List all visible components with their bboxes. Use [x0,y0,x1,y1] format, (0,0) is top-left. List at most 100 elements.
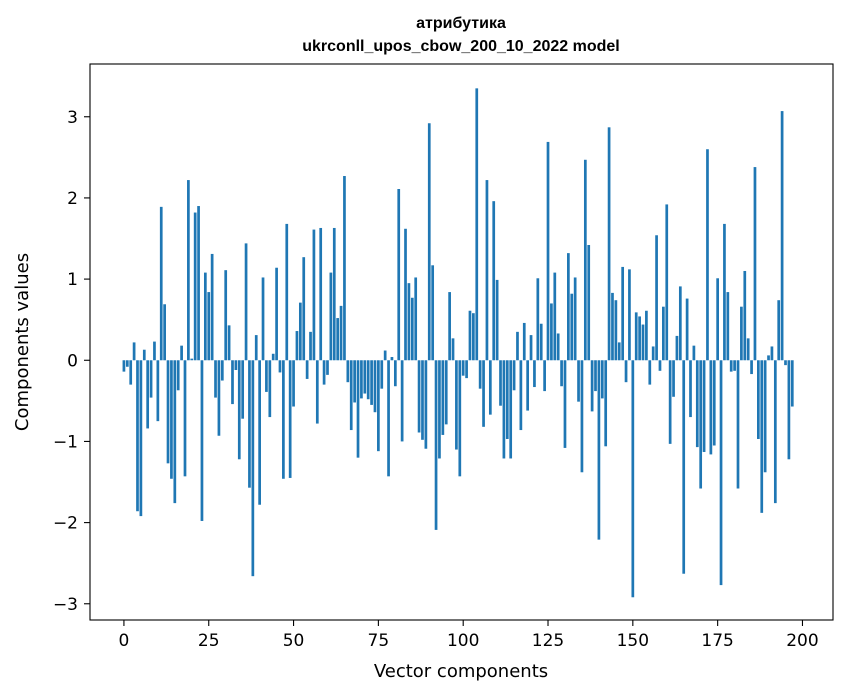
y-tick-label: −1 [53,432,78,452]
bar-26 [210,253,214,361]
bar-18 [183,360,187,477]
bar-86 [414,277,418,361]
bar-119 [526,360,530,411]
bar-126 [550,303,553,361]
bar-65 [343,176,346,361]
bar-19 [187,180,190,361]
bar-33 [234,360,238,370]
bar-37 [248,360,251,488]
bar-22 [197,206,200,361]
bar-58 [319,227,323,361]
bar-57 [315,360,319,424]
bar-161 [668,360,672,444]
bar-133 [573,277,577,361]
x-tick-label: 200 [786,631,818,651]
bar-150 [631,360,635,598]
bar-174 [712,360,716,446]
bar-90 [427,123,431,361]
bar-179 [729,360,733,372]
bar-101 [465,360,468,379]
bar-109 [492,201,496,361]
bar-84 [407,283,411,361]
bar-46 [278,360,282,373]
bar-158 [658,360,662,371]
bar-120 [529,335,533,361]
bar-31 [227,325,231,361]
bar-54 [305,360,309,379]
bar-181 [736,360,740,489]
y-tick-label: 2 [67,189,78,209]
bar-192 [773,360,777,504]
bar-62 [332,227,336,361]
bar-173 [709,360,713,455]
bar-130 [563,360,567,448]
bar-96 [448,292,451,361]
bar-134 [577,360,580,402]
bar-61 [329,272,333,361]
bar-145 [614,300,618,361]
bar-23 [200,360,204,521]
bar-143 [607,127,611,361]
y-tick-label: 0 [67,351,78,371]
bar-171 [702,360,706,452]
bar-29 [220,360,224,381]
bar-127 [553,272,557,361]
chart-title: атрибутика [416,15,506,32]
bar-162 [672,360,675,397]
bar-53 [302,257,306,361]
x-tick-label: 150 [617,631,649,651]
bar-3 [132,342,136,361]
bar-106 [482,360,485,427]
bar-69 [356,360,360,458]
bar-39 [254,335,258,361]
y-tick-label: −2 [53,514,78,534]
bar-7 [146,360,150,429]
bar-16 [176,360,180,391]
bar-11 [159,206,163,361]
bar-118 [522,322,526,361]
bar-14 [170,360,173,479]
bar-131 [567,253,570,361]
bar-159 [662,306,665,361]
x-tick-label: 50 [283,631,305,651]
bar-93 [438,360,441,459]
bar-103 [472,313,475,361]
bar-117 [519,360,523,431]
bar-196 [787,360,791,460]
bar-99 [458,360,462,477]
bar-15 [173,360,177,504]
bar-68 [353,360,356,403]
bar-105 [478,360,482,389]
bar-13 [166,360,170,464]
bar-146 [617,342,621,361]
plot-frame [89,63,834,621]
bar-67 [349,360,353,431]
y-tick-label: −3 [53,595,78,615]
bar-63 [336,318,340,361]
bar-49 [288,360,292,478]
bar-77 [383,350,387,361]
bar-177 [723,223,726,361]
bar-155 [648,360,652,385]
bar-78 [387,360,390,477]
bar-102 [468,310,472,361]
bar-129 [560,360,563,387]
bar-116 [516,331,519,361]
bar-190 [767,355,770,361]
bar-45 [275,267,278,361]
bar-21 [193,212,197,361]
bar-154 [645,310,648,361]
bar-140 [597,360,601,540]
bar-147 [621,266,625,361]
x-tick-label: 75 [368,631,390,651]
bar-172 [706,149,709,361]
bar-8 [149,360,153,398]
bar-110 [495,279,499,361]
bar-32 [231,360,234,405]
bar-153 [641,324,645,361]
bar-72 [366,360,370,400]
bar-10 [156,360,160,422]
bar-34 [237,360,241,460]
bar-38 [251,360,255,577]
x-tick-label: 25 [198,631,220,651]
